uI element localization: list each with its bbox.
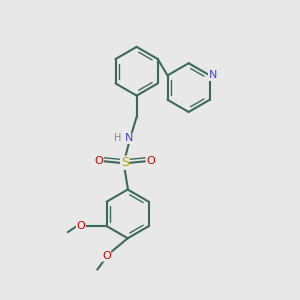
Text: N: N — [208, 70, 217, 80]
Text: O: O — [102, 251, 111, 261]
Text: N: N — [124, 134, 133, 143]
Text: S: S — [121, 156, 129, 169]
Text: O: O — [76, 221, 85, 231]
Text: O: O — [94, 156, 103, 166]
Text: H: H — [114, 134, 121, 143]
Text: O: O — [146, 156, 155, 166]
